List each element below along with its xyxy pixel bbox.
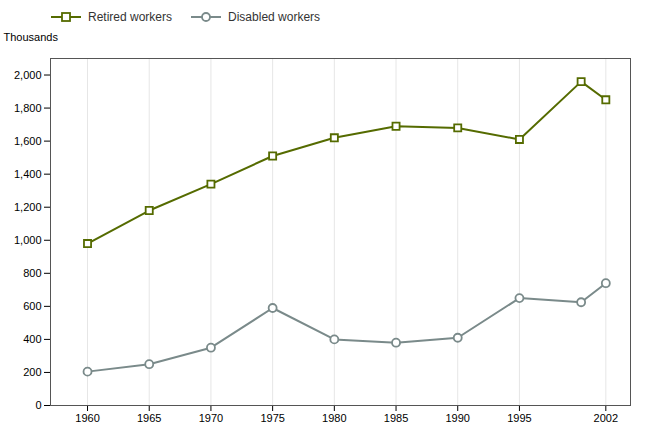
svg-text:1975: 1975 (260, 412, 284, 424)
svg-text:600: 600 (23, 300, 41, 312)
svg-text:1,400: 1,400 (14, 168, 42, 180)
svg-text:1,600: 1,600 (14, 135, 42, 147)
svg-text:1,000: 1,000 (14, 234, 42, 246)
svg-text:1965: 1965 (137, 412, 161, 424)
svg-text:1,800: 1,800 (14, 102, 42, 114)
svg-text:2002: 2002 (594, 412, 618, 424)
svg-text:0: 0 (35, 399, 41, 411)
svg-text:Thousands: Thousands (4, 31, 59, 43)
svg-text:1970: 1970 (199, 412, 223, 424)
svg-text:1,200: 1,200 (14, 201, 42, 213)
svg-text:800: 800 (23, 267, 41, 279)
html-text:Disabled workers: Disabled workers (228, 10, 321, 24)
svg-text:1980: 1980 (322, 412, 346, 424)
svg-text:1995: 1995 (507, 412, 531, 424)
svg-text:2,000: 2,000 (14, 69, 42, 81)
svg-text:1990: 1990 (445, 412, 469, 424)
svg-text:200: 200 (23, 366, 41, 378)
html-text:Retired workers: Retired workers (88, 10, 172, 24)
svg-text:1960: 1960 (75, 412, 99, 424)
svg-text:400: 400 (23, 333, 41, 345)
svg-text:1985: 1985 (384, 412, 408, 424)
